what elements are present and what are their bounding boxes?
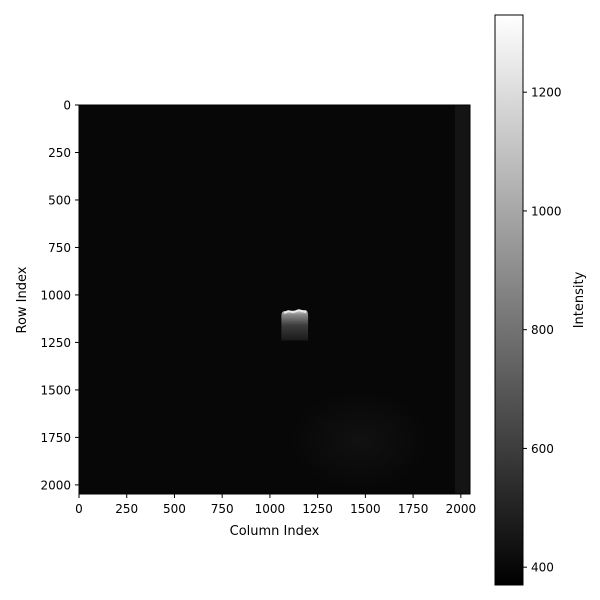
y-tick-label: 750: [48, 241, 71, 255]
y-tick-label: 250: [48, 146, 71, 160]
colorbar-tick-label: 400: [531, 561, 554, 575]
x-tick-label: 0: [75, 502, 83, 516]
colorbar-label: Intensity: [572, 271, 587, 328]
y-tick-label: 1250: [40, 336, 71, 350]
x-axis-ticks: 0 250 500 750 1000 1250 1500 1750 2000: [75, 494, 476, 516]
colorbar-tick-label: 800: [531, 323, 554, 337]
colorbar-tick-label: 1200: [531, 86, 562, 100]
y-axis-ticks: 0 250 500 750 1000 1250 1500 1750 2000: [40, 99, 79, 492]
colorbar-gradient: [494, 14, 524, 586]
heatmap-right-edge-shade: [455, 105, 470, 494]
colorbar-tick-label: 600: [531, 442, 554, 456]
bright-blob-body: [281, 310, 309, 341]
colorbar: 400 600 800 1000 1200 Intensity: [494, 14, 587, 586]
x-tick-label: 2000: [446, 502, 477, 516]
y-tick-label: 1500: [40, 383, 71, 397]
x-tick-label: 1500: [350, 502, 381, 516]
colorbar-tick-label: 1000: [531, 204, 562, 218]
x-tick-label: 750: [211, 502, 234, 516]
x-tick-label: 500: [163, 502, 186, 516]
x-tick-label: 1750: [398, 502, 429, 516]
bright-blob: [281, 309, 309, 341]
heatmap-lower-glow: [290, 390, 430, 490]
y-axis-label: Row Index: [15, 266, 30, 333]
plot-frame: [78, 104, 471, 495]
y-tick-label: 500: [48, 193, 71, 207]
y-tick-label: 0: [63, 99, 71, 113]
heatmap-image: [79, 105, 470, 494]
colorbar-ticks: 400 600 800 1000 1200: [523, 86, 562, 575]
x-tick-label: 1000: [255, 502, 286, 516]
y-tick-label: 2000: [40, 478, 71, 492]
y-tick-label: 1000: [40, 288, 71, 302]
x-tick-label: 1250: [302, 502, 333, 516]
x-tick-label: 250: [115, 502, 138, 516]
bright-blob-edge: [283, 309, 307, 315]
y-tick-label: 1750: [40, 431, 71, 445]
x-axis-label: Column Index: [230, 524, 320, 539]
